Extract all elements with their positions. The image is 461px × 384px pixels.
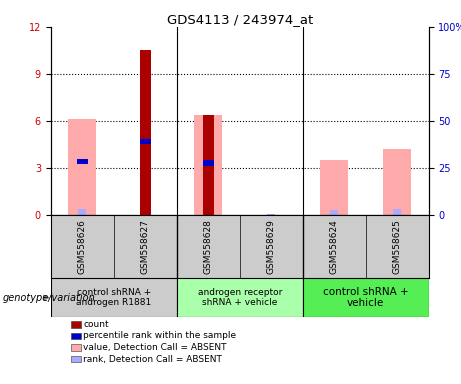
Text: percentile rank within the sample: percentile rank within the sample [83, 331, 236, 341]
Text: count: count [83, 320, 109, 329]
Bar [393, 209, 401, 215]
Bar [140, 50, 151, 215]
Text: androgen receptor
shRNA + vehicle: androgen receptor shRNA + vehicle [197, 288, 282, 307]
Text: rank, Detection Call = ABSENT: rank, Detection Call = ABSENT [83, 354, 222, 364]
Bar [320, 160, 349, 215]
Title: GDS4113 / 243974_at: GDS4113 / 243974_at [166, 13, 313, 26]
Text: value, Detection Call = ABSENT: value, Detection Call = ABSENT [83, 343, 227, 352]
Bar [202, 161, 214, 166]
Text: GSM558629: GSM558629 [267, 219, 276, 274]
Bar [194, 115, 222, 215]
Text: GSM558627: GSM558627 [141, 219, 150, 274]
Bar [140, 139, 151, 144]
Bar [77, 159, 88, 164]
Text: genotype/variation: genotype/variation [2, 293, 95, 303]
Text: control shRNA +
vehicle: control shRNA + vehicle [323, 287, 408, 308]
Bar [78, 209, 86, 215]
Text: GSM558628: GSM558628 [204, 219, 213, 274]
Text: GSM558625: GSM558625 [393, 219, 402, 274]
Text: GSM558624: GSM558624 [330, 219, 339, 274]
Bar [331, 210, 338, 215]
Bar [177, 278, 303, 317]
Bar [68, 119, 96, 215]
Bar [267, 214, 275, 215]
Text: control shRNA +
androgen R1881: control shRNA + androgen R1881 [76, 288, 151, 307]
Bar [383, 149, 411, 215]
Bar [51, 278, 177, 317]
Text: GSM558626: GSM558626 [78, 219, 87, 274]
Bar [303, 278, 429, 317]
Bar [202, 115, 214, 215]
